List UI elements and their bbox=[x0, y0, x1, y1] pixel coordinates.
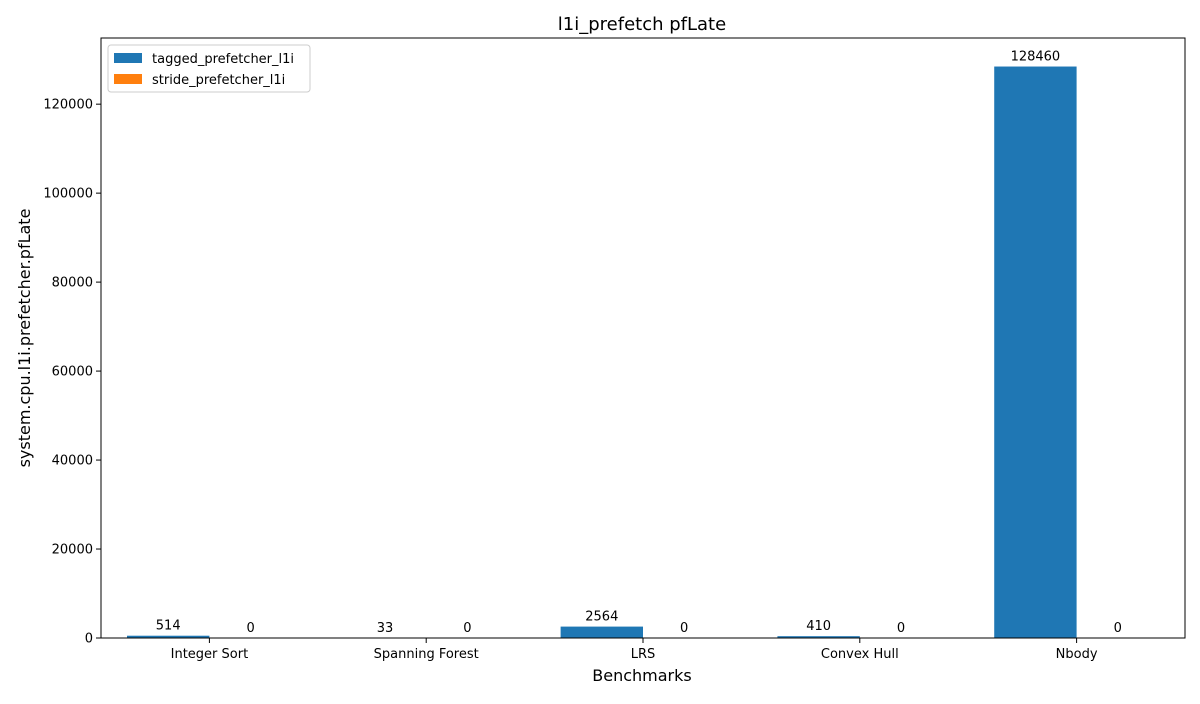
bar-tagged-4 bbox=[994, 67, 1076, 638]
legend-label: stride_prefetcher_l1i bbox=[152, 73, 285, 88]
plot-area: 514 33 2564 410 128460 0 0 0 0 0 0 20000 40000 60000 8… bbox=[43, 38, 1185, 662]
x-tick-label: LRS bbox=[631, 647, 656, 662]
data-label: 128460 bbox=[1011, 50, 1061, 65]
data-label: 0 bbox=[680, 621, 688, 636]
x-tick-label: Convex Hull bbox=[821, 647, 899, 662]
data-label: 0 bbox=[897, 621, 905, 636]
y-tick-label: 60000 bbox=[52, 365, 93, 380]
legend-label: tagged_prefetcher_l1i bbox=[152, 52, 294, 67]
bar-tagged-2 bbox=[561, 627, 643, 638]
y-tick-label: 120000 bbox=[43, 98, 93, 113]
data-label: 2564 bbox=[585, 610, 618, 625]
x-axis-label: Benchmarks bbox=[592, 666, 691, 685]
x-tick-label: Spanning Forest bbox=[374, 647, 479, 662]
legend: tagged_prefetcher_l1i stride_prefetcher_l… bbox=[108, 45, 310, 92]
legend-swatch bbox=[114, 53, 142, 63]
legend-swatch bbox=[114, 74, 142, 84]
y-tick-label: 40000 bbox=[52, 454, 93, 469]
data-label: 0 bbox=[1114, 621, 1122, 636]
y-tick-label: 20000 bbox=[52, 543, 93, 558]
data-label: 0 bbox=[463, 621, 471, 636]
x-tick-label: Nbody bbox=[1056, 647, 1098, 662]
y-tick-label: 80000 bbox=[52, 276, 93, 291]
data-label: 33 bbox=[377, 621, 394, 636]
data-label: 410 bbox=[806, 619, 831, 634]
y-tick-label: 100000 bbox=[43, 187, 93, 202]
chart-title: l1i_prefetch pfLate bbox=[558, 14, 726, 35]
y-tick-label: 0 bbox=[85, 632, 93, 647]
y-axis-label: system.cpu.l1i.prefetcher.pfLate bbox=[15, 209, 34, 468]
x-tick-label: Integer Sort bbox=[171, 647, 249, 662]
data-label: 0 bbox=[246, 621, 254, 636]
data-label: 514 bbox=[156, 619, 181, 634]
